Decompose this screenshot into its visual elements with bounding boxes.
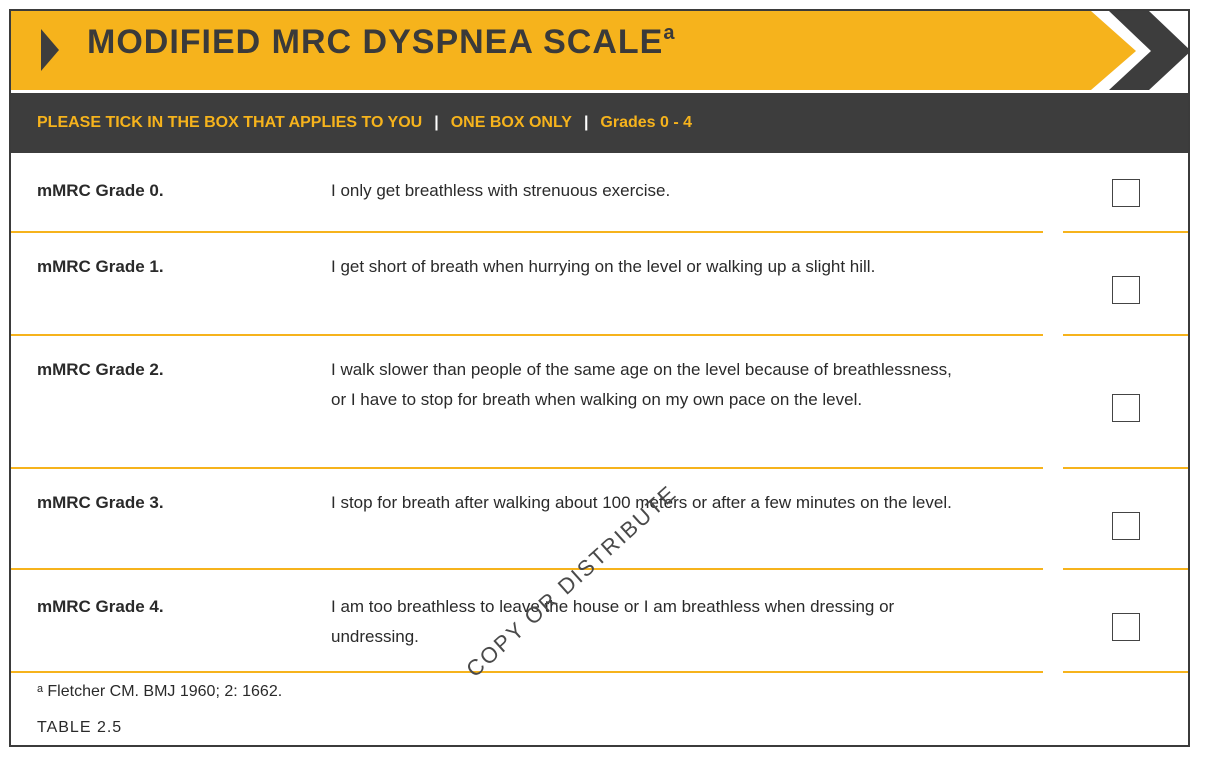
instruction-grade-range: Grades 0 - 4 (600, 114, 693, 131)
chevron-arrow-icon (1109, 11, 1188, 90)
grade-row-0: mMRC Grade 0. I only get breathless with… (11, 153, 1188, 233)
grade-description: I walk slower than people of the same ag… (331, 360, 952, 409)
separator: | (434, 114, 439, 131)
title-text: MODIFIED MRC DYSPNEA SCALE (87, 23, 664, 61)
grade-label: mMRC Grade 0. (37, 181, 164, 200)
grade-row-1: mMRC Grade 1. I get short of breath when… (11, 233, 1188, 336)
row-divider (1063, 671, 1188, 673)
grade-description: I only get breathless with strenuous exe… (331, 181, 671, 200)
grade-3-checkbox[interactable] (1112, 512, 1140, 540)
instruction-one-box: ONE BOX ONLY (450, 114, 572, 131)
table-number: TABLE 2.5 (37, 719, 123, 736)
separator: | (583, 114, 589, 131)
row-divider (11, 467, 1043, 469)
grade-label: mMRC Grade 4. (37, 597, 164, 616)
grade-1-checkbox[interactable] (1112, 276, 1140, 304)
title-banner: MODIFIED MRC DYSPNEA SCALEa (11, 11, 1188, 90)
row-divider (1063, 568, 1188, 570)
footnote: ᵃ Fletcher CM. BMJ 1960; 2: 1662. (37, 683, 283, 700)
grade-2-checkbox[interactable] (1112, 394, 1140, 422)
grade-row-4: mMRC Grade 4. I am too breathless to lea… (11, 570, 1188, 673)
page-title: MODIFIED MRC DYSPNEA SCALEa (87, 21, 676, 62)
row-divider (1063, 231, 1188, 233)
grade-description: I get short of breath when hurrying on t… (331, 257, 876, 276)
grade-0-checkbox[interactable] (1112, 179, 1140, 207)
grade-label: mMRC Grade 1. (37, 257, 164, 276)
grade-description: I stop for breath after walking about 10… (331, 493, 952, 512)
row-divider (11, 671, 1043, 673)
grade-row-2: mMRC Grade 2. I walk slower than people … (11, 336, 1188, 469)
grade-4-checkbox[interactable] (1112, 613, 1140, 641)
grade-label: mMRC Grade 3. (37, 493, 164, 512)
title-banner-background (11, 11, 1188, 90)
grade-description: I am too breathless to leave the house o… (331, 597, 895, 646)
row-divider (11, 231, 1043, 233)
title-banner-shape (11, 11, 1136, 90)
row-divider (1063, 334, 1188, 336)
row-divider (11, 334, 1043, 336)
instruction-text: PLEASE TICK IN THE BOX THAT APPLIES TO Y… (37, 114, 423, 131)
row-divider (11, 568, 1043, 570)
grade-row-3: mMRC Grade 3. I stop for breath after wa… (11, 469, 1188, 570)
triangle-bullet-icon (41, 29, 59, 71)
row-divider (1063, 467, 1188, 469)
title-superscript: a (663, 21, 676, 44)
grade-label: mMRC Grade 2. (37, 360, 164, 379)
dyspnea-scale-card: MODIFIED MRC DYSPNEA SCALEa PLEASE TICK … (9, 9, 1190, 747)
instruction-bar: PLEASE TICK IN THE BOX THAT APPLIES TO Y… (11, 93, 1188, 153)
